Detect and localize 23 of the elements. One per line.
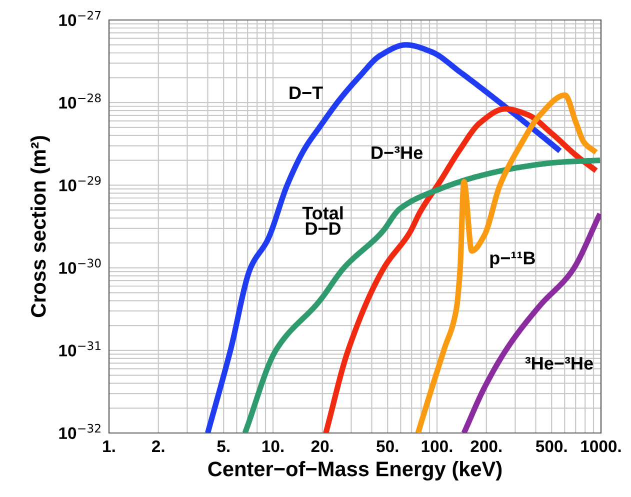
x-tick-label: 20. — [311, 440, 333, 452]
y-axis-title: Cross section (m²) — [30, 136, 50, 318]
x-axis-title: Center−of−Mass Energy (keV) — [208, 461, 502, 481]
x-tick-label: 500. — [536, 440, 567, 452]
x-tick-label: 1. — [103, 440, 115, 452]
series-label: p−¹¹B — [490, 252, 535, 268]
y-tick-label: 10$^{−29}$ — [59, 176, 101, 192]
y-tick-label: 10$^{−32}$ — [59, 424, 100, 440]
series-label: Total D−D — [302, 206, 343, 235]
series-label: ³He−³He — [525, 356, 593, 370]
x-tick-label: 50. — [376, 440, 398, 452]
x-tick-label: 200. — [470, 440, 502, 452]
y-tick-label: 10$^{−28}$ — [59, 93, 101, 109]
x-tick-label: 10. — [262, 440, 284, 452]
x-tick-label: 100. — [422, 440, 452, 452]
y-tick-label: 10$^{−31}$ — [59, 341, 100, 356]
y-tick-label: 10$^{−27}$ — [59, 10, 101, 26]
x-tick-label: 1000. — [581, 440, 621, 452]
y-tick-label: 10$^{−30}$ — [59, 258, 101, 274]
series-label: D−T — [290, 86, 323, 100]
x-tick-label: 5. — [217, 440, 230, 452]
x-tick-label: 2. — [152, 440, 164, 452]
series-label: D−³He — [372, 146, 423, 160]
